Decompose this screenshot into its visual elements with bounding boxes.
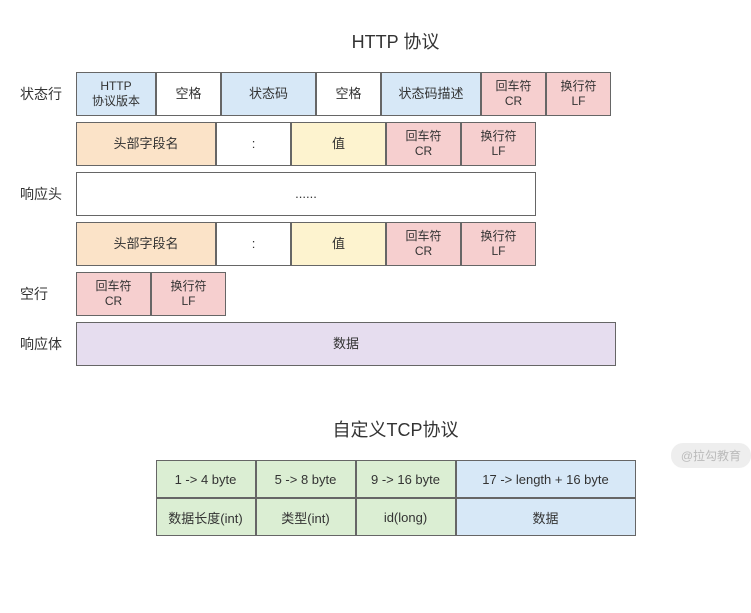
cell-status-code: 状态码 <box>221 72 316 116</box>
tcp-h-c1: 1 -> 4 byte <box>156 460 256 498</box>
cell-space-2: 空格 <box>316 72 381 116</box>
cell-header2-colon: : <box>216 222 291 266</box>
cell-header1-name: 头部字段名 <box>76 122 216 166</box>
cell-status-cr: 回车符CR <box>481 72 546 116</box>
cell-header2-name: 头部字段名 <box>76 222 216 266</box>
cell-header1-value: 值 <box>291 122 386 166</box>
watermark: @拉勾教育 <box>671 443 751 468</box>
cell-header1-lf: 换行符LF <box>461 122 536 166</box>
cell-blank-lf: 换行符LF <box>151 272 226 316</box>
cell-header2-lf: 换行符LF <box>461 222 536 266</box>
tcp-r2-c1: 数据长度(int) <box>156 498 256 536</box>
row-label-headers: 响应头 <box>20 184 62 204</box>
cell-header2-value: 值 <box>291 222 386 266</box>
tcp-r2-c3: id(long) <box>356 498 456 536</box>
tcp-r2-c4: 数据 <box>456 498 636 536</box>
tcp-h-c2: 5 -> 8 byte <box>256 460 356 498</box>
cell-http-version: HTTP协议版本 <box>76 72 156 116</box>
status-line-row: 状态行 HTTP协议版本 空格 状态码 空格 状态码描述 回车符CR 换行符LF <box>20 72 751 116</box>
cell-headers-ellipsis: ...... <box>76 172 536 216</box>
row-label-status: 状态行 <box>20 72 76 116</box>
cell-blank-cr: 回车符CR <box>76 272 151 316</box>
tcp-title: 自定义TCP协议 <box>20 416 751 442</box>
cell-header2-cr: 回车符CR <box>386 222 461 266</box>
cell-status-desc: 状态码描述 <box>381 72 481 116</box>
row-label-blank: 空行 <box>20 272 76 316</box>
row-label-body: 响应体 <box>20 322 76 366</box>
cell-space-1: 空格 <box>156 72 221 116</box>
cell-body-data: 数据 <box>76 322 616 366</box>
http-title: HTTP 协议 <box>20 28 751 54</box>
tcp-h-c4: 17 -> length + 16 byte <box>456 460 636 498</box>
tcp-r2-c2: 类型(int) <box>256 498 356 536</box>
tcp-h-c3: 9 -> 16 byte <box>356 460 456 498</box>
cell-header1-colon: : <box>216 122 291 166</box>
cell-status-lf: 换行符LF <box>546 72 611 116</box>
blank-line-row: 空行 回车符CR 换行符LF <box>20 272 751 316</box>
headers-block: 响应头 头部字段名 : 值 回车符CR 换行符LF ...... 头部字段名 :… <box>20 122 751 266</box>
cell-header1-cr: 回车符CR <box>386 122 461 166</box>
body-row: 响应体 数据 <box>20 322 751 366</box>
tcp-table: 1 -> 4 byte 5 -> 8 byte 9 -> 16 byte 17 … <box>156 460 636 536</box>
